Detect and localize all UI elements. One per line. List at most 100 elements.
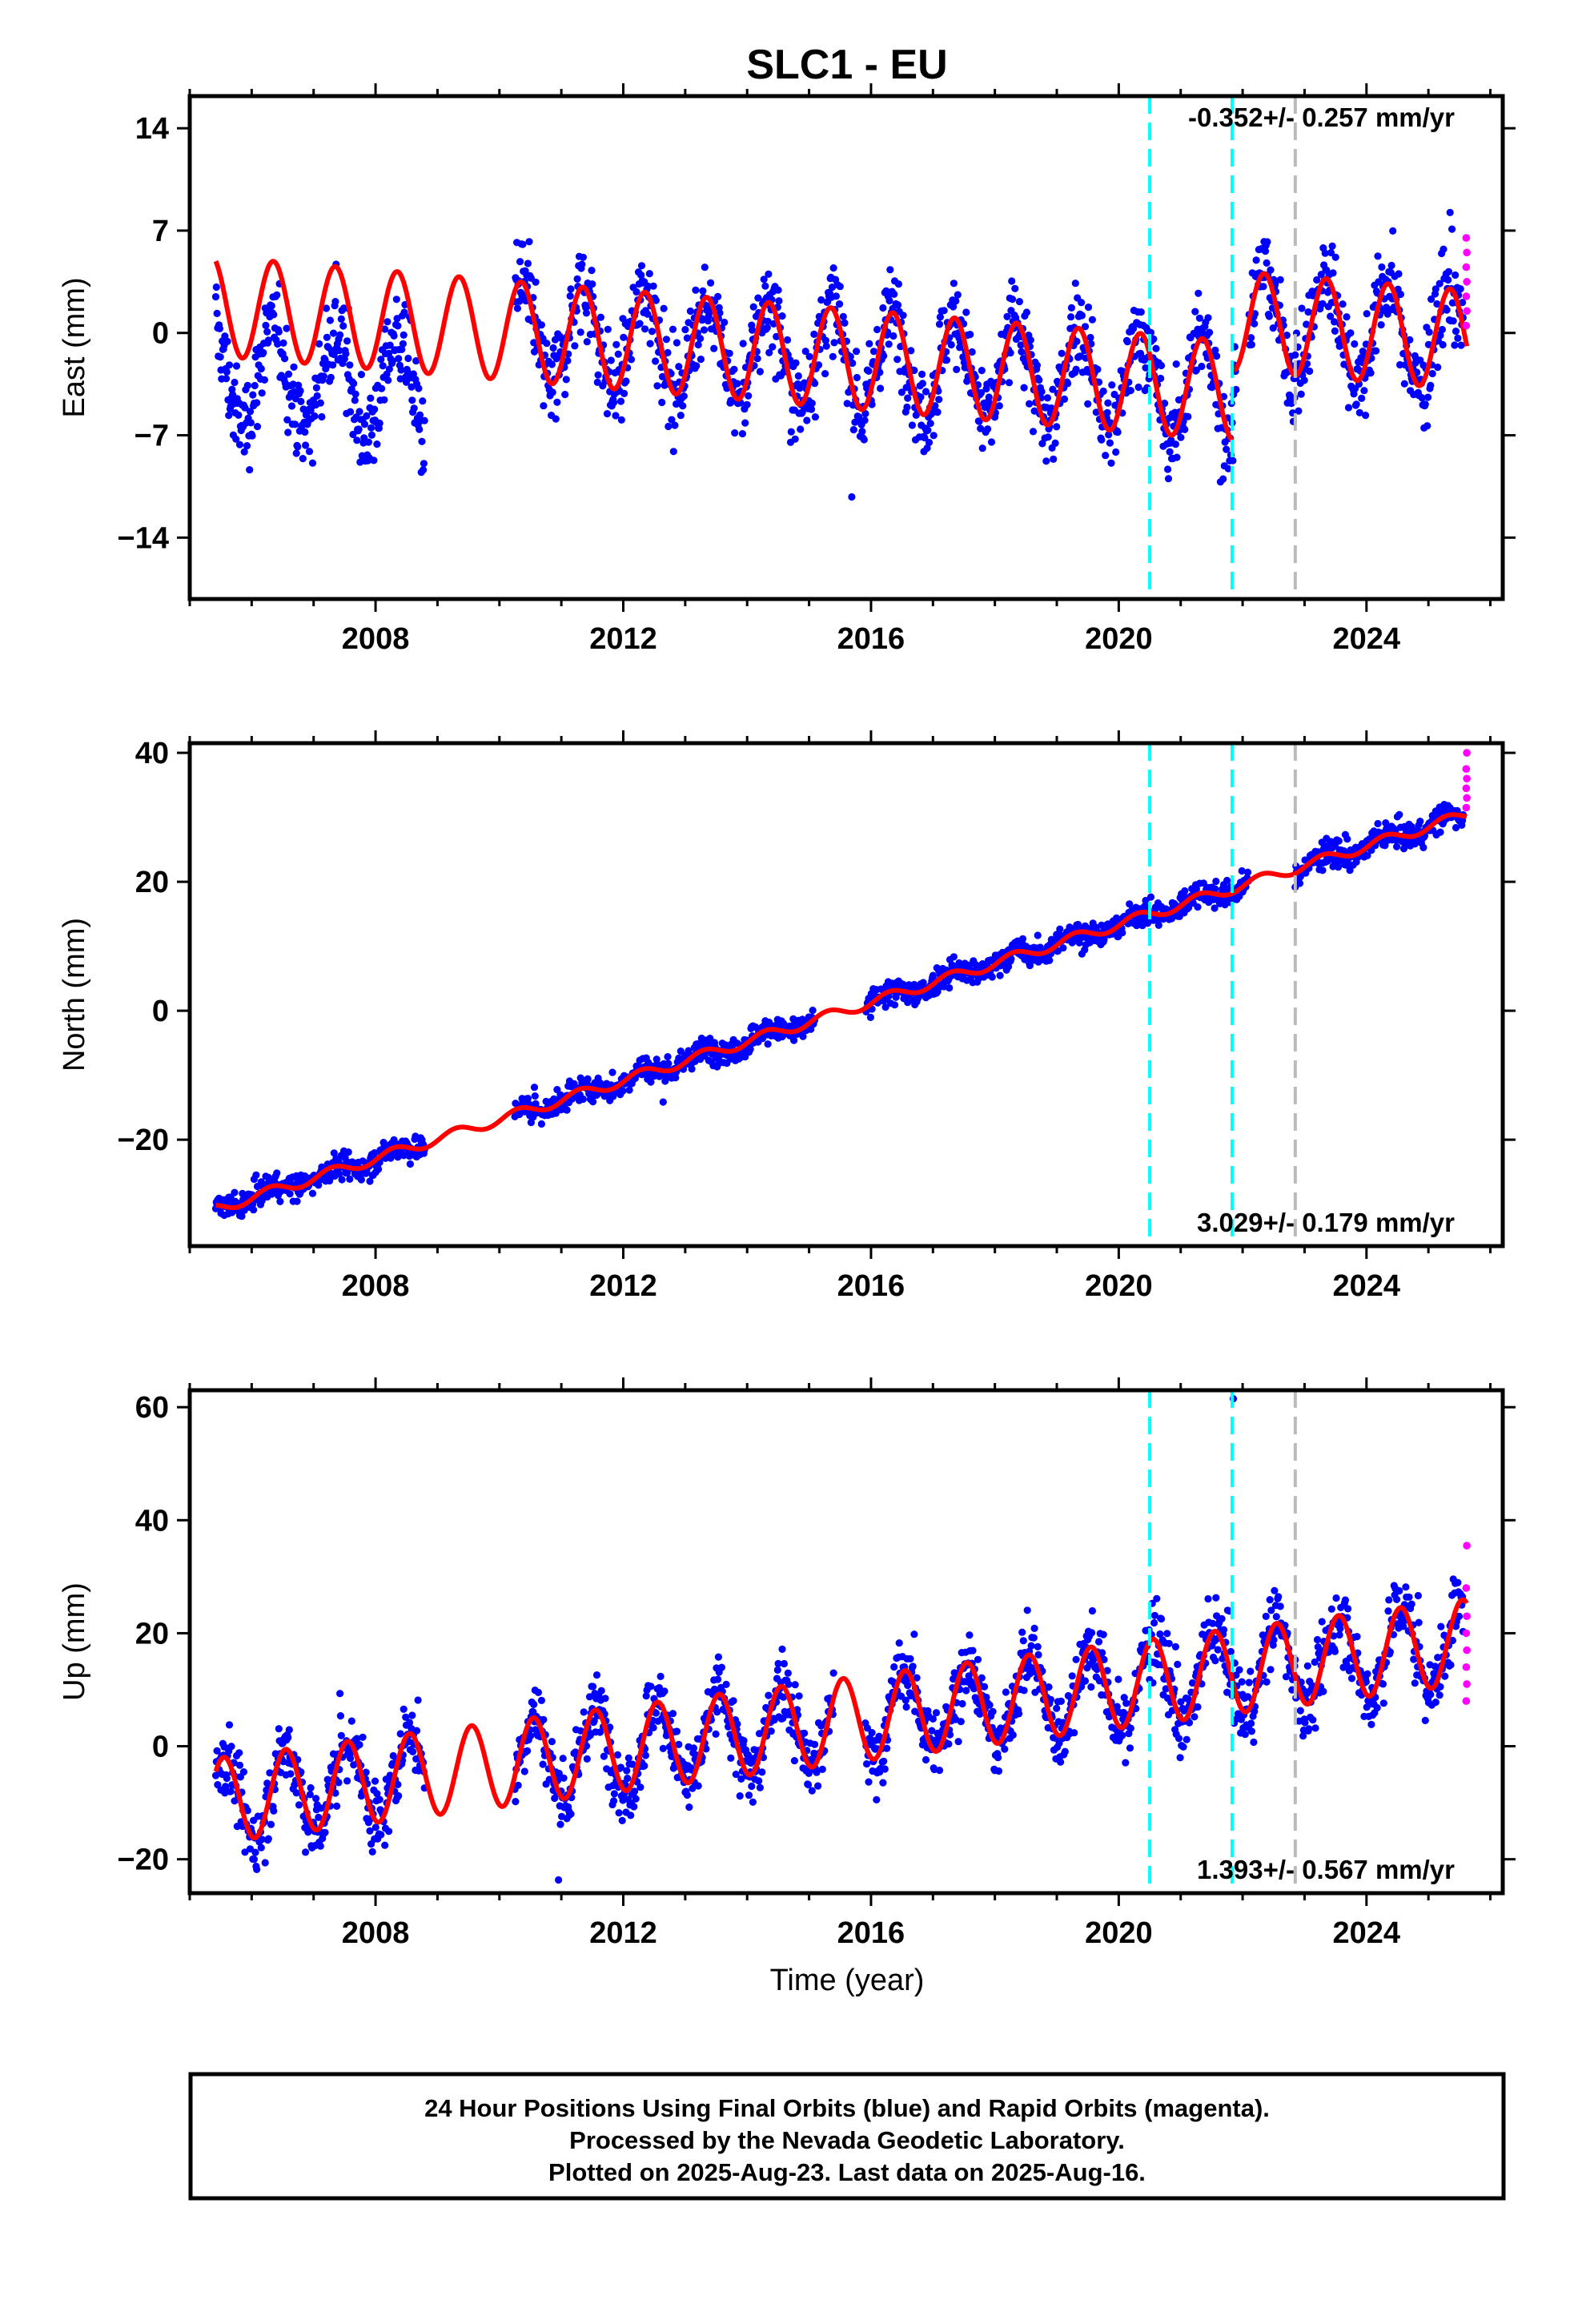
final-orbit-point <box>235 440 244 448</box>
final-orbit-point <box>351 390 359 398</box>
final-orbit-point <box>675 363 683 371</box>
final-orbit-point <box>1126 1744 1134 1752</box>
final-orbit-point <box>342 350 350 358</box>
final-orbit-point <box>355 408 363 416</box>
final-orbit-point <box>1043 394 1051 402</box>
final-orbit-point <box>419 397 427 405</box>
final-orbit-point <box>1195 289 1203 297</box>
final-orbit-point <box>589 1683 597 1691</box>
final-orbit-point <box>231 378 239 387</box>
final-orbit-point <box>275 328 283 336</box>
final-orbit-point <box>240 448 248 456</box>
final-orbit-point <box>880 352 888 360</box>
final-orbit-point <box>1042 457 1050 465</box>
final-orbit-point <box>1166 448 1174 456</box>
final-orbit-point <box>1191 308 1199 316</box>
final-orbit-point <box>689 1744 698 1752</box>
final-orbit-point <box>1434 364 1442 372</box>
final-orbit-point <box>235 1761 244 1769</box>
rapid-orbit-point <box>1462 803 1471 812</box>
final-orbit-point <box>1182 1735 1191 1743</box>
final-orbit-point <box>618 1816 626 1824</box>
final-orbit-point <box>399 340 407 348</box>
final-orbit-point <box>1067 313 1075 321</box>
final-orbit-point <box>693 362 701 370</box>
final-orbit-point <box>849 359 857 368</box>
final-orbit-point <box>1295 879 1304 887</box>
final-orbit-point <box>897 388 905 396</box>
final-orbit-point <box>1163 1630 1171 1638</box>
final-orbit-point <box>1064 380 1072 388</box>
final-orbit-point <box>267 302 275 310</box>
final-orbit-point <box>688 1065 696 1073</box>
final-orbit-point <box>620 333 628 341</box>
final-orbit-point <box>412 357 420 365</box>
final-orbit-point <box>525 238 533 246</box>
final-orbit-point <box>649 1723 657 1731</box>
final-orbit-point <box>1396 360 1404 369</box>
final-orbit-point <box>835 300 844 308</box>
final-orbit-point <box>420 466 428 474</box>
final-orbit-point <box>548 360 556 368</box>
final-orbit-point <box>778 1645 786 1653</box>
final-orbit-point <box>1327 312 1335 320</box>
final-orbit-point <box>597 1687 605 1695</box>
final-orbit-point <box>604 325 612 333</box>
rapid-orbit-point <box>1463 749 1471 757</box>
final-orbit-point <box>814 1782 822 1790</box>
final-orbit-point <box>1427 296 1435 304</box>
final-orbit-point <box>275 1725 283 1733</box>
final-orbit-point <box>276 1197 284 1205</box>
final-orbit-point <box>1026 400 1034 408</box>
final-orbit-point <box>775 297 783 305</box>
final-orbit-point <box>1051 439 1059 448</box>
final-orbit-point <box>624 1775 632 1783</box>
final-orbit-point <box>699 287 707 295</box>
final-orbit-point <box>1206 328 1214 336</box>
final-orbit-point <box>543 340 551 348</box>
final-orbit-point <box>640 1762 648 1770</box>
final-orbit-point <box>1174 1660 1182 1668</box>
final-orbit-point <box>1007 955 1015 963</box>
final-orbit-point <box>632 287 640 296</box>
final-orbit-point <box>957 1718 965 1726</box>
final-orbit-point <box>832 292 840 300</box>
final-orbit-point <box>1105 431 1113 439</box>
final-orbit-point <box>798 408 806 416</box>
final-orbit-point <box>664 1053 672 1061</box>
final-orbit-point <box>749 326 757 334</box>
final-orbit-point <box>555 1876 563 1884</box>
final-orbit-point <box>1321 249 1329 257</box>
final-orbit-point <box>1351 340 1359 348</box>
final-orbit-point <box>418 437 426 445</box>
final-orbit-point <box>512 1798 520 1806</box>
final-orbit-point <box>1034 1642 1042 1651</box>
final-orbit-point <box>371 1149 379 1157</box>
final-orbit-point <box>315 340 323 348</box>
final-orbit-point <box>524 1095 532 1103</box>
final-orbit-point <box>686 307 695 316</box>
final-orbit-point <box>415 384 423 392</box>
final-orbit-point <box>861 409 869 418</box>
final-orbit-point <box>908 421 916 429</box>
final-orbit-point <box>1297 390 1305 398</box>
final-orbit-point <box>681 326 689 334</box>
final-orbit-point <box>637 271 645 279</box>
final-orbit-point <box>942 356 951 364</box>
final-orbit-point <box>950 303 958 311</box>
final-orbit-point <box>1174 1735 1183 1743</box>
final-orbit-point <box>1232 385 1240 394</box>
final-orbit-point <box>969 1647 977 1655</box>
final-orbit-point <box>1331 327 1339 335</box>
final-orbit-point <box>946 984 954 992</box>
final-orbit-point <box>1238 1678 1246 1686</box>
final-orbit-point <box>1211 904 1219 912</box>
final-orbit-point <box>664 348 672 356</box>
final-orbit-point <box>308 459 317 467</box>
final-orbit-point <box>1291 351 1299 359</box>
final-orbit-point <box>1374 252 1382 260</box>
y-tick-label: 0 <box>152 317 169 351</box>
final-orbit-point <box>934 408 942 416</box>
final-orbit-point <box>1157 1614 1166 1623</box>
